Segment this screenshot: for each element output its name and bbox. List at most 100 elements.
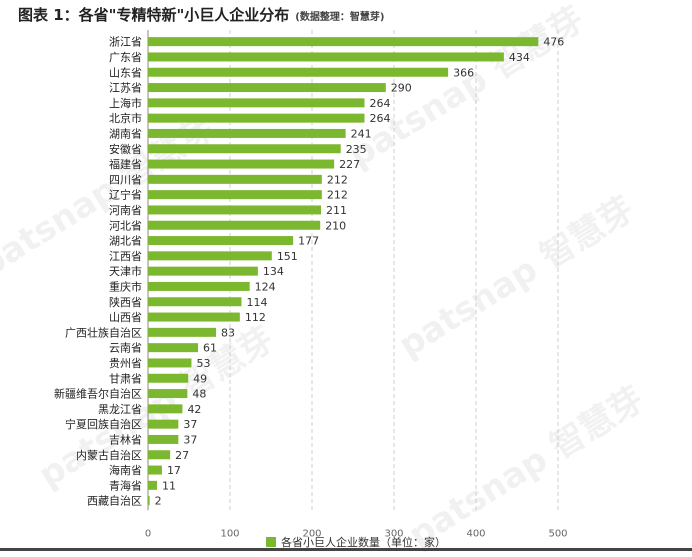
bar xyxy=(148,128,346,138)
value-label: 212 xyxy=(327,173,348,186)
bar xyxy=(148,297,242,307)
value-label: 48 xyxy=(192,388,206,401)
bar xyxy=(148,434,179,444)
bar xyxy=(148,236,294,246)
x-tick-label: 500 xyxy=(548,528,567,539)
category-label: 山西省 xyxy=(109,311,142,324)
bar xyxy=(148,174,322,184)
bar xyxy=(148,450,171,460)
value-label: 241 xyxy=(351,127,372,140)
value-label: 2 xyxy=(155,495,162,508)
bar xyxy=(148,144,341,154)
category-label: 广西壮族自治区 xyxy=(65,325,142,339)
value-label: 212 xyxy=(327,189,348,202)
category-label: 山东省 xyxy=(109,66,142,79)
value-label: 264 xyxy=(369,97,390,110)
category-label: 新疆维吾尔自治区 xyxy=(54,387,142,401)
value-label: 476 xyxy=(543,36,564,49)
value-label: 134 xyxy=(263,265,284,278)
category-label: 黑龙江省 xyxy=(98,403,142,416)
category-label: 上海市 xyxy=(109,96,142,110)
category-label: 陕西省 xyxy=(109,295,142,309)
bar xyxy=(148,389,188,399)
category-label: 甘肃省 xyxy=(109,372,142,385)
value-label: 264 xyxy=(369,112,390,125)
value-label: 124 xyxy=(255,280,276,293)
value-label: 210 xyxy=(325,219,346,232)
bar xyxy=(148,37,539,47)
category-label: 福建省 xyxy=(109,157,142,171)
category-label: 湖南省 xyxy=(109,127,142,140)
category-label: 安徽省 xyxy=(109,142,142,156)
bar xyxy=(148,52,504,62)
value-label: 235 xyxy=(346,143,367,156)
category-label: 青海省 xyxy=(109,478,142,492)
value-label: 17 xyxy=(167,464,181,477)
chart-title-main: 图表 1：各省"专精特新"小巨人企业分布 xyxy=(18,6,290,24)
x-tick-label: 300 xyxy=(384,528,403,539)
chart-legend: 各省小巨人企业数量（单位：家） xyxy=(266,534,446,550)
value-label: 112 xyxy=(245,311,266,324)
chart-title: 图表 1：各省"专精特新"小巨人企业分布 (数据整理：智慧芽) xyxy=(18,4,384,25)
bar xyxy=(148,251,272,261)
value-label: 114 xyxy=(246,296,267,309)
bottom-rule xyxy=(0,548,692,551)
category-label: 湖北省 xyxy=(109,235,142,248)
value-label: 290 xyxy=(391,82,412,95)
bar xyxy=(148,281,250,291)
bar xyxy=(148,190,322,200)
x-tick-label: 200 xyxy=(302,528,321,539)
value-label: 42 xyxy=(187,403,201,416)
category-label: 河南省 xyxy=(109,204,142,217)
category-label: 浙江省 xyxy=(109,36,142,49)
category-label: 江西省 xyxy=(109,250,142,263)
x-tick-label: 0 xyxy=(145,528,151,539)
category-label: 内蒙古自治区 xyxy=(76,448,142,462)
bar xyxy=(148,98,365,108)
value-label: 11 xyxy=(162,479,176,492)
bar xyxy=(148,83,386,93)
category-label: 江苏省 xyxy=(109,82,142,95)
category-label: 四川省 xyxy=(109,173,142,186)
bar xyxy=(148,496,150,506)
bar xyxy=(148,113,365,123)
value-label: 37 xyxy=(183,418,197,431)
bar xyxy=(148,343,199,353)
value-label: 177 xyxy=(298,235,319,248)
x-tick-label: 100 xyxy=(220,528,239,539)
category-label: 云南省 xyxy=(109,342,142,355)
bar xyxy=(148,480,158,490)
value-label: 211 xyxy=(326,204,347,217)
bar xyxy=(148,373,189,383)
category-label: 河北省 xyxy=(109,219,142,232)
value-label: 61 xyxy=(203,342,217,355)
bar xyxy=(148,67,449,77)
value-label: 227 xyxy=(339,158,360,171)
bar xyxy=(148,465,162,475)
category-label: 重庆市 xyxy=(109,279,142,293)
chart-title-note: (数据整理：智慧芽) xyxy=(295,12,385,23)
category-label: 吉林省 xyxy=(109,432,142,446)
bar xyxy=(148,419,179,429)
bar xyxy=(148,205,322,215)
bar xyxy=(148,312,240,322)
value-label: 434 xyxy=(509,51,530,64)
category-label: 辽宁省 xyxy=(109,188,142,202)
bar xyxy=(148,266,258,276)
value-label: 37 xyxy=(183,433,197,446)
bar xyxy=(148,358,192,368)
category-label: 贵州省 xyxy=(109,357,142,370)
legend-swatch xyxy=(266,537,276,547)
bar xyxy=(148,159,335,169)
value-label: 49 xyxy=(193,372,207,385)
category-label: 海南省 xyxy=(109,463,142,477)
value-label: 83 xyxy=(221,326,235,339)
category-label: 宁夏回族自治区 xyxy=(65,417,142,431)
category-label: 广东省 xyxy=(109,51,142,64)
value-label: 151 xyxy=(277,250,298,263)
bar xyxy=(148,220,321,230)
category-label: 西藏自治区 xyxy=(87,494,142,508)
value-label: 366 xyxy=(453,66,474,79)
x-tick-label: 400 xyxy=(466,528,485,539)
